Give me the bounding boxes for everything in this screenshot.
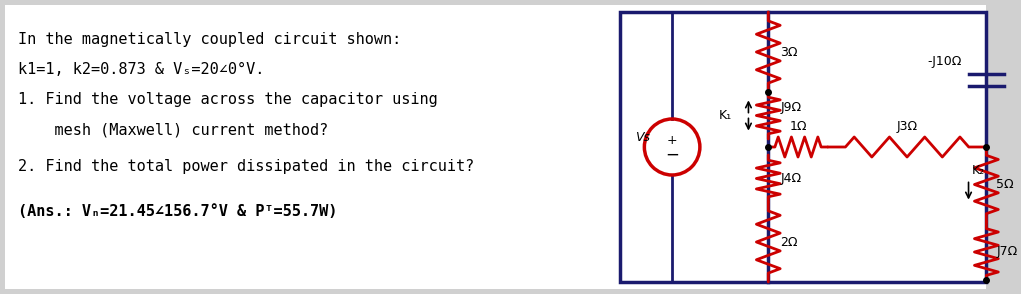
Text: 1. Find the voltage across the capacitor using: 1. Find the voltage across the capacitor…: [17, 92, 438, 107]
FancyBboxPatch shape: [5, 5, 986, 289]
Text: (Ans.: Vₙ=21.45∠156.7°V & Pᵀ=55.7W): (Ans.: Vₙ=21.45∠156.7°V & Pᵀ=55.7W): [17, 204, 337, 219]
Text: k1=1, k2=0.873 & Vₛ=20∠0°V.: k1=1, k2=0.873 & Vₛ=20∠0°V.: [17, 62, 264, 77]
Text: J4Ω: J4Ω: [780, 172, 801, 185]
Text: -J10Ω: -J10Ω: [927, 55, 962, 68]
Text: 1Ω: 1Ω: [789, 120, 807, 133]
Text: Vs: Vs: [635, 131, 650, 143]
Text: 5Ω: 5Ω: [996, 178, 1014, 191]
Text: In the magnetically coupled circuit shown:: In the magnetically coupled circuit show…: [17, 32, 401, 47]
Text: 3Ω: 3Ω: [780, 46, 797, 59]
Text: K₂: K₂: [972, 163, 984, 176]
Text: +: +: [667, 133, 678, 146]
Text: J7Ω: J7Ω: [996, 245, 1018, 258]
Text: K₁: K₁: [719, 109, 732, 122]
Text: mesh (Maxwell) current method?: mesh (Maxwell) current method?: [17, 122, 328, 137]
Text: J3Ω: J3Ω: [896, 120, 918, 133]
Text: 2Ω: 2Ω: [780, 235, 797, 248]
Text: −: −: [666, 146, 679, 164]
Text: 2. Find the total power dissipated in the circuit?: 2. Find the total power dissipated in th…: [17, 159, 474, 174]
Text: J9Ω: J9Ω: [780, 101, 801, 114]
Bar: [620, 12, 986, 282]
